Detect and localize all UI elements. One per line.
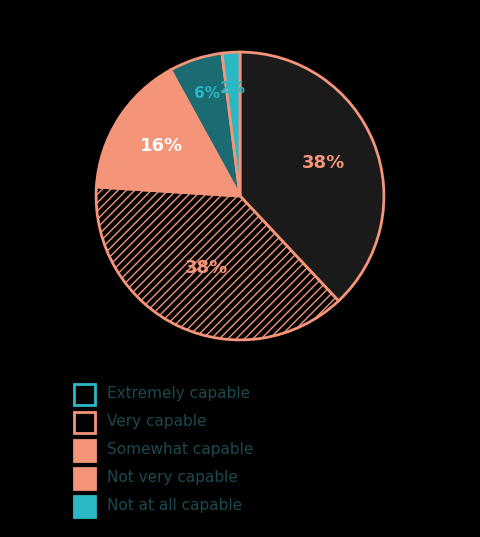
Text: Somewhat capable: Somewhat capable	[107, 442, 253, 457]
Wedge shape	[171, 53, 240, 196]
Text: 6%: 6%	[193, 86, 220, 101]
Text: Very capable: Very capable	[107, 414, 206, 429]
Text: 2%: 2%	[220, 81, 246, 96]
Text: 16%: 16%	[140, 137, 182, 155]
Text: Not at all capable: Not at all capable	[107, 498, 242, 513]
Wedge shape	[96, 187, 338, 340]
Text: 38%: 38%	[301, 154, 345, 172]
Wedge shape	[96, 70, 240, 196]
Text: 38%: 38%	[185, 259, 228, 277]
Wedge shape	[240, 52, 384, 301]
Wedge shape	[222, 52, 240, 196]
Text: Extremely capable: Extremely capable	[107, 386, 250, 401]
Text: Not very capable: Not very capable	[107, 470, 238, 485]
